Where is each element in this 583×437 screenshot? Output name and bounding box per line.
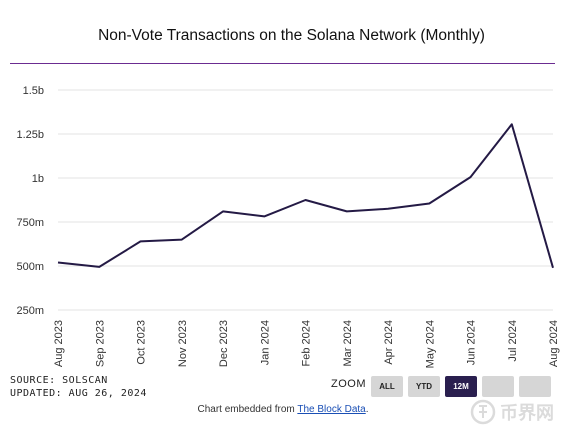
- x-tick-label: Sep 2023: [94, 320, 106, 367]
- credit-line: Chart embedded from The Block Data.: [0, 404, 566, 415]
- data-point[interactable]: [303, 197, 309, 203]
- x-tick-label: Feb 2024: [301, 320, 313, 366]
- zoom-all-button[interactable]: ALL: [371, 376, 403, 397]
- x-tick-label: Nov 2023: [177, 320, 189, 367]
- watermark-coin-icon: [470, 399, 496, 425]
- chart-title: Non-Vote Transactions on the Solana Netw…: [98, 27, 485, 44]
- credit-prefix: Chart embedded from: [197, 404, 298, 415]
- title-divider: [10, 63, 555, 64]
- data-point[interactable]: [96, 264, 102, 270]
- x-tick-label: Dec 2023: [218, 320, 230, 367]
- data-point[interactable]: [220, 208, 226, 214]
- x-tick-label: Mar 2024: [342, 320, 354, 366]
- watermark-logo: 币界网: [470, 399, 554, 425]
- watermark-text: 币界网: [500, 403, 554, 424]
- the-block-data-link[interactable]: The Block Data: [297, 404, 366, 415]
- data-point[interactable]: [468, 174, 474, 180]
- y-tick-label: 750m: [16, 217, 44, 229]
- data-point[interactable]: [426, 201, 432, 207]
- x-tick-label: Aug 2023: [53, 320, 65, 367]
- zoom-blank-button-1[interactable]: [482, 376, 514, 397]
- x-tick-label: Jun 2024: [466, 320, 478, 365]
- zoom-ytd-button[interactable]: YTD: [408, 376, 440, 397]
- series-line: [57, 123, 554, 269]
- y-tick-label: 1.25b: [16, 129, 44, 141]
- source-text: SOURCE: SOLSCAN: [10, 375, 108, 386]
- x-tick-label: May 2024: [424, 320, 436, 368]
- data-point[interactable]: [344, 208, 350, 214]
- x-axis-ticks: Aug 2023 Sep 2023 Oct 2023 Nov 2023 Dec 2023…: [53, 320, 560, 368]
- updated-text: UPDATED: AUG 26, 2024: [10, 388, 147, 399]
- zoom-12m-button[interactable]: 12M: [445, 376, 477, 397]
- zoom-label: ZOOM: [331, 378, 366, 390]
- zoom-blank-button-2[interactable]: [519, 376, 551, 397]
- data-point[interactable]: [55, 259, 61, 265]
- x-tick-label: Oct 2023: [136, 320, 148, 365]
- series-layer: [55, 121, 556, 271]
- data-point[interactable]: [509, 121, 515, 127]
- y-tick-label: 1b: [32, 173, 44, 185]
- data-point[interactable]: [550, 265, 556, 271]
- data-point[interactable]: [138, 238, 144, 244]
- x-tick-label: Jul 2024: [507, 320, 519, 362]
- data-point[interactable]: [261, 213, 267, 219]
- y-tick-label: 250m: [16, 305, 44, 317]
- source-block: SOURCE: SOLSCAN UPDATED: AUG 26, 2024: [10, 374, 147, 400]
- x-tick-label: Aug 2024: [548, 320, 560, 367]
- data-point[interactable]: [385, 206, 391, 212]
- y-axis-ticks: 250m 500m 750m 1b 1.25b 1.5b: [16, 85, 44, 317]
- y-tick-label: 500m: [16, 261, 44, 273]
- y-tick-label: 1.5b: [23, 85, 44, 97]
- credit-suffix: .: [365, 404, 369, 415]
- x-tick-label: Apr 2024: [383, 320, 395, 365]
- x-tick-label: Jan 2024: [259, 320, 271, 365]
- data-point[interactable]: [179, 237, 185, 243]
- gridlines: [58, 89, 553, 311]
